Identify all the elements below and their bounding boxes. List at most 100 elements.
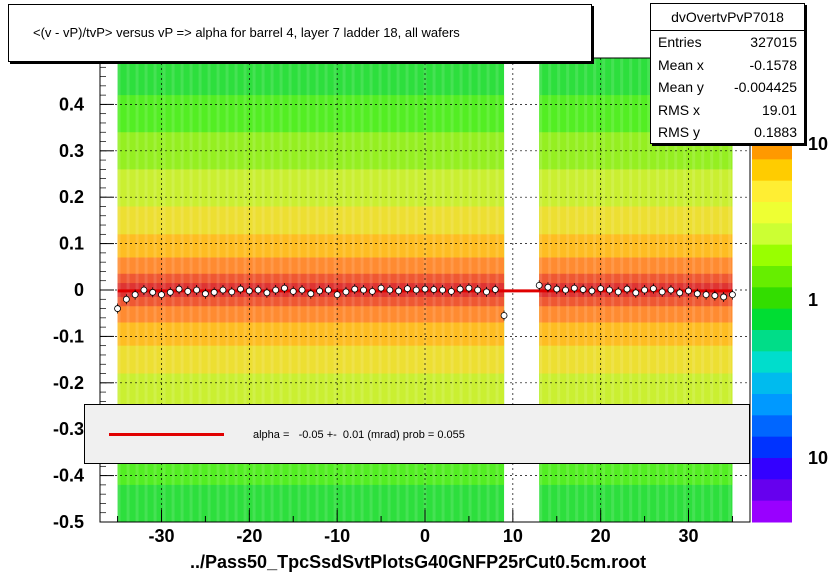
y-tick-label: -0.4	[53, 466, 84, 486]
color-scale-step	[752, 308, 792, 331]
color-scale-step	[752, 202, 792, 224]
profile-point	[667, 286, 675, 294]
axes: -30 -20 -10 0 10 20 30 -0.5 -0.4 -0.3 -0.2 -0.1 0 0.1…	[53, 66, 733, 546]
profile-point	[483, 288, 490, 296]
profile-point	[228, 288, 236, 296]
color-scale-step	[752, 223, 792, 246]
y-tick-label: -0.3	[53, 419, 84, 439]
stats-label: Mean y	[658, 79, 704, 95]
color-scale-step	[752, 458, 792, 480]
profile-point	[131, 291, 139, 299]
profile-point	[184, 287, 192, 295]
color-scale-label: 10	[808, 134, 828, 154]
profile-point	[158, 291, 165, 299]
profile-point	[245, 287, 253, 295]
profile-point	[474, 286, 482, 294]
profile-point	[140, 286, 148, 294]
stats-label: Mean x	[658, 56, 704, 73]
y-tick-label: -0.1	[53, 326, 84, 346]
profile-point	[289, 287, 297, 295]
color-scale-step	[752, 287, 792, 310]
profile-point	[254, 286, 262, 294]
color-scale-step	[752, 394, 792, 416]
profile-point	[324, 286, 332, 294]
profile-point	[430, 286, 438, 293]
profile-point	[263, 289, 271, 297]
color-scale-step	[752, 436, 792, 459]
profile-point	[588, 287, 596, 295]
profile-point	[570, 284, 578, 292]
profile-point	[579, 286, 587, 293]
x-tick-label: 0	[420, 526, 430, 546]
y-tick-label: 0	[74, 280, 84, 300]
profile-point	[623, 285, 631, 293]
color-scale-step	[752, 266, 792, 288]
profile-point	[210, 288, 218, 296]
x-axis-file-label: ../Pass50_TpcSsdSvtPlotsG40GNFP25rCut0.5…	[190, 552, 647, 572]
fit-legend-box: alpha = -0.05 +- 0.01 (mrad) prob = 0.05…	[84, 404, 750, 464]
color-scale-step	[752, 479, 792, 502]
color-scale-step	[752, 244, 792, 267]
stats-value: 0.1883	[754, 124, 797, 140]
stats-label: RMS x	[658, 101, 700, 118]
profile-point	[685, 287, 692, 295]
stats-name: dvOvertvPvP7018	[651, 4, 804, 31]
profile-point	[395, 287, 403, 295]
profile-point	[149, 288, 157, 296]
color-scale-step	[752, 500, 792, 523]
x-tick-label: 20	[591, 526, 611, 546]
title-box: <(v - vP)/tvP> versus vP => alpha for ba…	[8, 4, 592, 62]
profile-point	[351, 285, 359, 293]
profile-point	[720, 293, 728, 301]
profile-point	[711, 292, 719, 299]
profile-point	[491, 286, 499, 293]
y-tick-label: 0.3	[59, 141, 84, 161]
x-tick-label: -30	[148, 526, 174, 546]
profile-point	[316, 287, 323, 295]
legend-fit-text: alpha = -0.05 +- 0.01 (mrad) prob = 0.05…	[253, 429, 465, 441]
profile-point	[632, 289, 640, 297]
y-tick-label: 0.2	[59, 187, 84, 207]
y-tick-label: 0.1	[59, 234, 84, 254]
color-scale-step	[752, 372, 792, 395]
profile-point	[307, 290, 315, 298]
profile-point	[122, 295, 130, 303]
profile-point	[606, 286, 613, 294]
stats-value: -0.004425	[733, 79, 797, 95]
x-tick-label: 10	[503, 526, 523, 546]
profile-point	[553, 285, 561, 293]
y-tick-label: -0.5	[53, 512, 84, 532]
x-tick-label: -10	[324, 526, 350, 546]
profile-point	[360, 286, 367, 294]
profile-point	[219, 286, 227, 294]
color-scale-step	[752, 330, 792, 352]
profile-point	[562, 286, 569, 294]
profile-point	[237, 285, 244, 293]
profile-point	[676, 289, 684, 297]
profile-point	[377, 284, 385, 292]
stats-row-rms-y: RMS y 0.1883	[651, 121, 804, 144]
profile-point	[729, 291, 736, 299]
stats-row-mean-x: Mean x -0.1578	[651, 54, 804, 77]
stats-row-rms-x: RMS x 19.01	[651, 99, 804, 122]
profile-point	[166, 288, 174, 296]
profile-point	[649, 285, 657, 293]
color-scale-step	[752, 351, 792, 374]
color-scale-label: 10	[808, 448, 828, 468]
color-scale-step	[752, 159, 792, 182]
profile-point	[386, 286, 394, 294]
profile-point	[412, 286, 420, 294]
profile-point	[597, 285, 605, 293]
profile-point	[693, 290, 701, 298]
profile-point	[456, 285, 464, 293]
y-tick-label: -0.2	[53, 373, 84, 393]
profile-point	[439, 286, 446, 294]
stats-label: Entries	[658, 34, 702, 50]
profile-point	[175, 285, 183, 293]
profile-point	[702, 291, 710, 299]
legend-fit-line	[109, 433, 224, 436]
color-scale-step	[752, 180, 792, 203]
profile-point	[465, 284, 473, 292]
stats-row-mean-y: Mean y -0.004425	[651, 76, 804, 99]
stats-value: -0.1578	[749, 56, 797, 73]
